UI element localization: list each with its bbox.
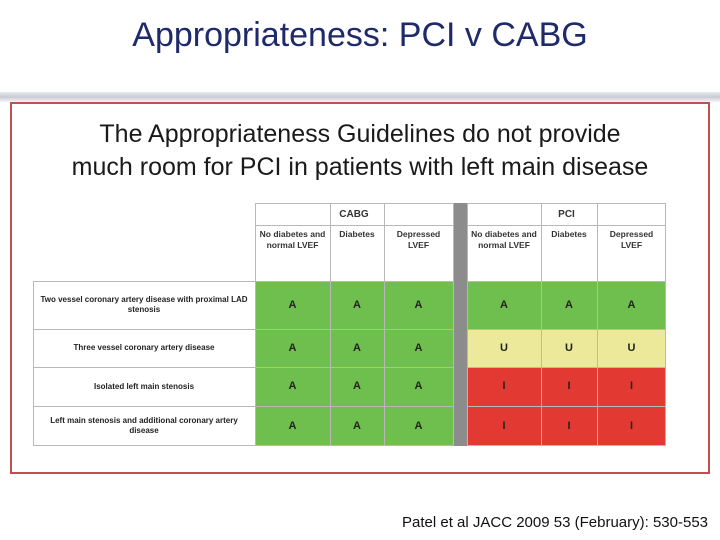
grid-hline bbox=[255, 225, 453, 226]
grid-hline bbox=[467, 281, 666, 282]
rating-cell: A bbox=[384, 367, 453, 406]
slide-title: Appropriateness: PCI v CABG bbox=[132, 16, 588, 54]
column-header: No diabetes and normal LVEF bbox=[259, 229, 326, 250]
group-header-cabg: CABG bbox=[339, 208, 369, 220]
rating-cell: A bbox=[467, 281, 541, 329]
rating-cell: I bbox=[597, 406, 666, 446]
rating-cell: A bbox=[255, 281, 330, 329]
column-header: Diabetes bbox=[551, 229, 587, 239]
title-rule bbox=[0, 92, 720, 102]
rating-cell: A bbox=[384, 406, 453, 446]
rating-cell: A bbox=[330, 281, 384, 329]
subtitle-line-1: The Appropriateness Guidelines do not pr… bbox=[99, 120, 621, 148]
grid-hline bbox=[33, 329, 453, 330]
grid-vline bbox=[453, 203, 454, 446]
rating-cell: U bbox=[467, 329, 541, 367]
rating-cell: A bbox=[541, 281, 597, 329]
rating-cell: A bbox=[330, 329, 384, 367]
row-label: Left main stenosis and additional corona… bbox=[50, 416, 238, 435]
cabg-pci-divider bbox=[453, 203, 467, 446]
table-grid: CABG PCI No diabetes and normal LVEF Diabet… bbox=[33, 203, 666, 446]
column-header: No diabetes and normal LVEF bbox=[471, 229, 537, 250]
column-header: Diabetes bbox=[339, 229, 375, 239]
rating-cell: A bbox=[255, 367, 330, 406]
grid-vline bbox=[467, 203, 468, 446]
citation: Patel et al JACC 2009 53 (February): 530… bbox=[402, 514, 708, 531]
rating-cell: A bbox=[384, 281, 453, 329]
group-header-pci: PCI bbox=[558, 208, 575, 220]
rating-cell: A bbox=[384, 329, 453, 367]
grid-hline bbox=[467, 367, 666, 368]
grid-hline bbox=[467, 203, 666, 204]
row-label: Three vessel coronary artery disease bbox=[73, 343, 215, 352]
rating-cell: A bbox=[330, 367, 384, 406]
grid-vline bbox=[597, 203, 598, 446]
column-header: Depressed LVEF bbox=[609, 229, 654, 250]
rating-cell: I bbox=[467, 406, 541, 446]
grid-hline bbox=[467, 406, 666, 407]
grid-vline bbox=[330, 203, 331, 446]
grid-vline bbox=[384, 203, 385, 446]
row-label: Two vessel coronary artery disease with … bbox=[40, 295, 248, 314]
rating-cell: A bbox=[597, 281, 666, 329]
rating-cell: A bbox=[255, 406, 330, 446]
subtitle-line-2: much room for PCI in patients with left … bbox=[71, 153, 649, 181]
rating-cell: U bbox=[597, 329, 666, 367]
grid-hline bbox=[467, 445, 666, 446]
grid-hline bbox=[467, 329, 666, 330]
grid-hline bbox=[33, 406, 453, 407]
grid-vline bbox=[541, 203, 542, 446]
grid-hline bbox=[33, 367, 453, 368]
grid-vline bbox=[665, 203, 666, 446]
grid-hline bbox=[255, 203, 453, 204]
row-label: Isolated left main stenosis bbox=[93, 381, 195, 391]
grid-hline bbox=[33, 281, 453, 282]
grid-hline bbox=[33, 445, 453, 446]
rating-cell: A bbox=[330, 406, 384, 446]
appropriateness-table: CABG PCI No diabetes and normal LVEF Diabet… bbox=[33, 203, 666, 446]
rating-cell: I bbox=[597, 367, 666, 406]
grid-vline bbox=[33, 281, 34, 446]
grid-vline bbox=[255, 203, 256, 446]
rating-cell: I bbox=[467, 367, 541, 406]
rating-cell: A bbox=[255, 329, 330, 367]
rating-cell: I bbox=[541, 367, 597, 406]
grid-hline bbox=[467, 225, 666, 226]
rating-cell: I bbox=[541, 406, 597, 446]
slide-subtitle: The Appropriateness Guidelines do not pr… bbox=[0, 118, 720, 184]
rating-cell: U bbox=[541, 329, 597, 367]
column-header: Depressed LVEF bbox=[396, 229, 441, 250]
